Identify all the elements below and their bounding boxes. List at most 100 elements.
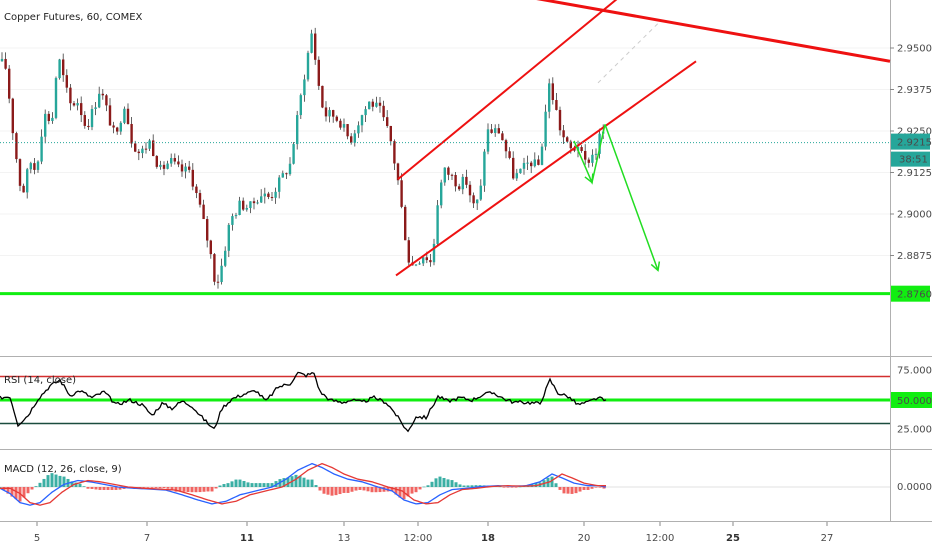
candle-down <box>202 204 205 220</box>
macd-hist-down <box>94 487 98 490</box>
candle-down <box>69 87 72 104</box>
candle-down <box>47 113 50 121</box>
candle-up <box>76 103 79 106</box>
candle-up <box>184 166 187 172</box>
rsi-mid-tag <box>891 392 932 408</box>
time-tick-label: 7 <box>144 533 150 544</box>
candle-down <box>400 180 403 207</box>
macd-hist-down <box>194 487 198 493</box>
candle-down <box>15 133 18 160</box>
candle-down <box>137 151 140 154</box>
macd-hist-down <box>166 487 170 489</box>
macd-hist-down <box>30 487 34 490</box>
candle-up <box>224 250 227 266</box>
macd-hist-down <box>98 487 102 490</box>
candle-up <box>418 263 421 265</box>
candle-down <box>270 197 274 199</box>
candle-down <box>332 110 335 117</box>
candle-down <box>216 281 220 283</box>
macd-hist-down <box>398 487 402 498</box>
candle-down <box>134 143 137 152</box>
macd-hist-down <box>418 487 422 490</box>
candle-up <box>436 205 439 244</box>
candle-down <box>429 260 432 263</box>
candle-up <box>29 163 32 170</box>
candle-down <box>407 240 410 263</box>
macd-hist-down <box>10 487 14 497</box>
countdown-label: 38:51 <box>899 155 928 166</box>
candle-down <box>339 120 342 128</box>
current-price-tag <box>891 133 930 150</box>
candle-up <box>26 169 29 193</box>
macd-hist-down <box>158 487 162 489</box>
macd-hist-up <box>426 485 430 487</box>
candle-up <box>548 83 551 112</box>
candle-up <box>342 124 346 128</box>
support-price-tag <box>891 285 930 302</box>
candle-up <box>119 122 122 132</box>
time-tick-label: 25 <box>726 533 740 544</box>
candle-down <box>454 174 457 187</box>
candle-down <box>191 169 194 187</box>
candle-up <box>353 133 356 143</box>
macd-hist-down <box>362 487 366 491</box>
candle-down <box>350 136 353 143</box>
candle-down <box>285 173 288 175</box>
macd-hist-up <box>438 476 442 487</box>
candle-down <box>335 116 338 121</box>
macd-hist-down <box>330 487 334 496</box>
candle-down <box>314 33 317 60</box>
candle-down <box>8 68 11 99</box>
macd-hist-down <box>150 487 154 488</box>
candle-down <box>537 159 540 165</box>
candle-down <box>450 174 454 176</box>
candle-down <box>317 59 320 86</box>
candle-down <box>404 206 407 241</box>
price-tick-label: 2.9000 <box>897 210 932 221</box>
macd-hist-down <box>26 487 30 494</box>
candle-down <box>18 159 22 186</box>
macd-hist-up <box>462 485 466 487</box>
candle-down <box>105 95 108 106</box>
arrow-small-head <box>584 173 594 184</box>
time-tick-label: 11 <box>240 533 254 544</box>
macd-hist-up <box>442 477 446 487</box>
macd-hist-up <box>74 482 78 487</box>
macd-hist-down <box>210 487 214 492</box>
channel-lower-line <box>395 60 697 277</box>
macd-hist-up <box>242 480 246 487</box>
candle-down <box>530 162 533 167</box>
time-tick-label: 12:00 <box>404 533 433 544</box>
candle-down <box>566 137 569 142</box>
candle-down <box>497 128 500 134</box>
macd-hist-up <box>82 486 86 487</box>
macd-hist-down <box>146 487 150 488</box>
candle-up <box>166 163 169 169</box>
candle-down <box>116 127 119 132</box>
candle-down <box>551 83 554 100</box>
macd-hist-up <box>450 480 454 487</box>
macd-hist-up <box>62 476 66 487</box>
candle-down <box>126 108 130 124</box>
macd-hist-down <box>354 487 358 491</box>
candle-up <box>414 264 418 266</box>
macd-hist-up <box>226 483 230 487</box>
macd-hist-down <box>502 487 506 488</box>
macd-title: MACD (12, 26, close, 9) <box>4 464 122 475</box>
candle-up <box>540 146 544 165</box>
resistance-line <box>536 0 891 63</box>
macd-hist-up <box>314 485 318 487</box>
candle-down <box>490 129 493 133</box>
candle-down <box>472 195 475 204</box>
macd-hist-up <box>430 481 434 487</box>
main-price-layer <box>0 0 891 296</box>
macd-hist-down <box>118 487 122 490</box>
macd-hist-up <box>222 484 226 487</box>
candle-up <box>360 115 364 126</box>
candle-up <box>256 202 259 204</box>
candle-up <box>159 164 162 167</box>
macd-hist-down <box>14 487 18 500</box>
macd-hist-up <box>58 475 62 487</box>
candle-up <box>0 58 4 62</box>
